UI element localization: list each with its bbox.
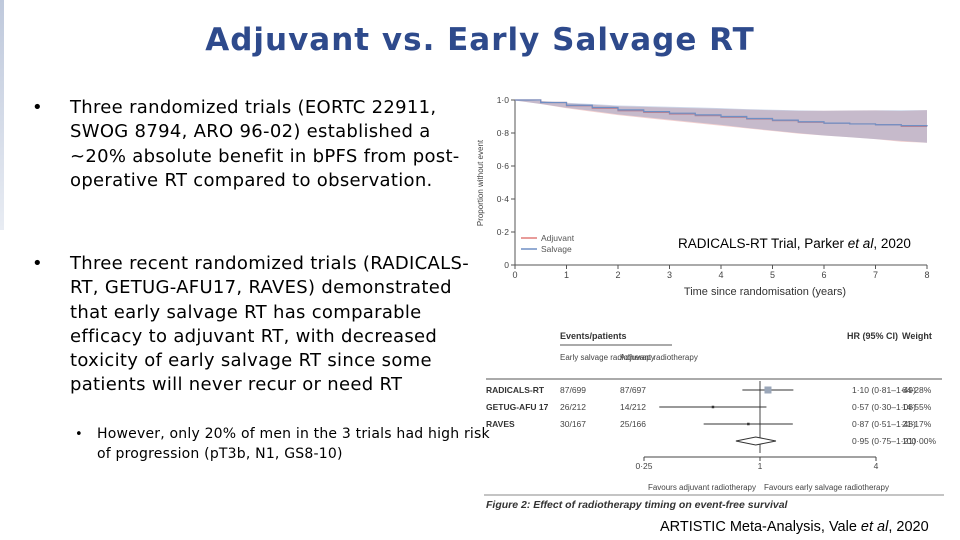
forest-favours-left: Favours adjuvant radiotherapy xyxy=(648,483,756,492)
forest-x-tick-label: 4 xyxy=(874,461,879,471)
bullet-text: Three randomized trials (EORTC 22911, SW… xyxy=(70,97,460,191)
forest-trial-name: GETUG-AFU 17 xyxy=(486,402,549,412)
bullet-text: Three recent randomized trials (RADICALS… xyxy=(70,253,470,396)
forest-trial-name: RADICALS-RT xyxy=(486,385,545,395)
forest-plot: Events/patients Early salvage radiotherap… xyxy=(484,323,944,518)
km-caption-italic: et al xyxy=(847,236,874,251)
km-caption: RADICALS-RT Trial, Parker et al, 2020 xyxy=(678,236,911,251)
forest-early-events: 87/699 xyxy=(560,385,586,395)
forest-hr-text: 1·10 (0·81–1·49) xyxy=(852,385,916,395)
km-y-tick-label: 1·0 xyxy=(497,95,510,105)
forest-overall-hr-text: 0·95 (0·75–1·21) xyxy=(852,436,916,446)
bullet-marker: • xyxy=(32,97,43,118)
km-ci-band-salvage xyxy=(515,100,927,143)
forest-weight-text: 14·55% xyxy=(902,402,932,412)
km-x-tick-label: 0 xyxy=(512,270,517,280)
forest-point xyxy=(747,422,750,426)
forest-overall-diamond xyxy=(735,436,777,446)
sub-bullet-text: However, only 20% of men in the 3 trials… xyxy=(97,426,490,462)
km-y-tick-label: 0·2 xyxy=(497,227,510,237)
forest-early-events: 26/212 xyxy=(560,402,586,412)
km-chart: 0 0·2 0·4 0·6 0·8 1·0 0 1 2 3 4 5 6 7 8 Time since rand… xyxy=(475,95,937,300)
forest-adjuvant-events: 14/212 xyxy=(620,402,646,412)
forest-weight-text: 64·28% xyxy=(902,385,932,395)
km-x-tick-label: 4 xyxy=(718,270,723,280)
km-x-tick-label: 3 xyxy=(667,270,672,280)
forest-caption: ARTISTIC Meta-Analysis, Vale et al, 2020 xyxy=(660,519,929,535)
km-x-tick-label: 7 xyxy=(873,270,878,280)
forest-header-hr: HR (95% CI) xyxy=(847,331,898,341)
km-x-tick-label: 1 xyxy=(564,270,569,280)
forest-overall-weight: 100·00% xyxy=(902,436,936,446)
forest-hr-text: 0·87 (0·51–1·48) xyxy=(852,419,916,429)
forest-weight-text: 21·17% xyxy=(902,419,932,429)
km-y-tick-label: 0·8 xyxy=(497,128,510,138)
km-x-axis-label: Time since randomisation (years) xyxy=(684,286,846,298)
forest-header-early: Early salvage radiotherapy xyxy=(560,353,655,362)
forest-x-tick-label: 0·25 xyxy=(635,461,652,471)
forest-adjuvant-events: 87/697 xyxy=(620,385,646,395)
forest-favours-right: Favours early salvage radiotherapy xyxy=(764,483,889,492)
km-legend-label-adjuvant: Adjuvant xyxy=(541,233,575,243)
forest-caption-suffix: , 2020 xyxy=(888,519,929,535)
forest-figure-title: Figure 2: Effect of radiotherapy timing … xyxy=(486,499,789,511)
slide-edge-accent xyxy=(0,0,4,230)
km-x-tick-label: 5 xyxy=(770,270,775,280)
forest-trial-name: RAVES xyxy=(486,419,515,429)
bullet-marker: • xyxy=(32,253,43,274)
forest-plot-svg: Events/patients Early salvage radiotherap… xyxy=(484,331,944,511)
forest-header-events: Events/patients xyxy=(560,331,627,341)
km-y-axis-label: Proportion without event xyxy=(476,139,485,226)
km-legend-label-salvage: Salvage xyxy=(541,244,572,254)
sub-bullet: • However, only 20% of men in the 3 tria… xyxy=(75,425,495,464)
forest-point xyxy=(764,386,772,394)
forest-early-events: 30/167 xyxy=(560,419,586,429)
forest-header-adjuvant: Adjuvant radiotherapy xyxy=(620,353,698,362)
bullet-1: • Three randomized trials (EORTC 22911, … xyxy=(30,96,480,193)
km-curve-salvage xyxy=(515,99,928,127)
forest-adjuvant-events: 25/166 xyxy=(620,419,646,429)
forest-caption-prefix: ARTISTIC Meta-Analysis, Vale xyxy=(660,519,861,535)
sub-bullet-marker: • xyxy=(75,427,83,442)
km-caption-prefix: RADICALS-RT Trial, Parker xyxy=(678,236,848,251)
km-y-tick-label: 0·4 xyxy=(497,194,510,204)
forest-hr-text: 0·57 (0·30–1·08) xyxy=(852,402,916,412)
km-caption-suffix: , 2020 xyxy=(873,236,911,251)
km-y-tick-label: 0 xyxy=(504,260,509,270)
km-chart-svg: 0 0·2 0·4 0·6 0·8 1·0 0 1 2 3 4 5 6 7 8 Time since rand… xyxy=(476,95,930,298)
km-x-tick-label: 8 xyxy=(924,270,929,280)
forest-header-weight: Weight xyxy=(902,331,932,341)
forest-point xyxy=(711,405,715,409)
km-x-tick-label: 6 xyxy=(821,270,826,280)
forest-x-tick-label: 1 xyxy=(758,461,763,471)
km-y-tick-label: 0·6 xyxy=(497,161,510,171)
bullet-2: • Three recent randomized trials (RADICA… xyxy=(30,252,480,398)
slide-title: Adjuvant vs. Early Salvage RT xyxy=(205,22,755,58)
km-x-tick-label: 2 xyxy=(615,270,620,280)
forest-caption-italic: et al xyxy=(860,519,889,535)
